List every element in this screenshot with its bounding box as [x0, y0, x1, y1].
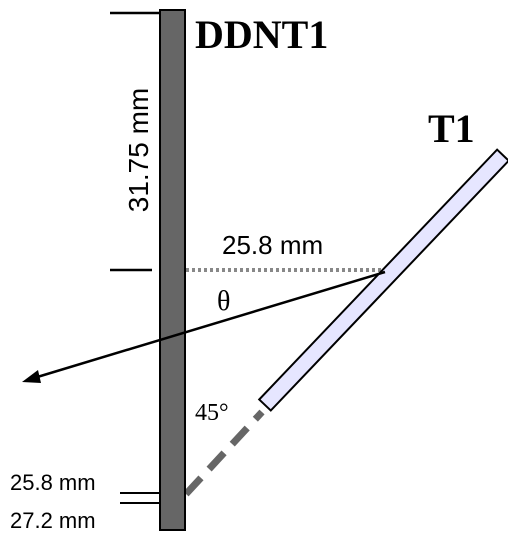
target-label: T1 — [428, 106, 475, 151]
extension-line — [183, 409, 265, 497]
bottom-upper-label: 25.8 mm — [10, 470, 96, 495]
tilt-label: 45° — [195, 400, 229, 426]
distance-label: 25.8 mm — [222, 230, 323, 260]
detector-plate — [159, 9, 186, 531]
target-plate-group — [257, 148, 508, 412]
target-plate — [257, 148, 508, 412]
bottom-lower-label: 27.2 mm — [10, 508, 96, 533]
arrowhead — [22, 370, 41, 383]
height-label: 31.75 mm — [123, 88, 154, 213]
ray — [33, 270, 386, 380]
detector-label: DDNT1 — [195, 12, 328, 57]
angle-label: θ — [217, 286, 230, 317]
